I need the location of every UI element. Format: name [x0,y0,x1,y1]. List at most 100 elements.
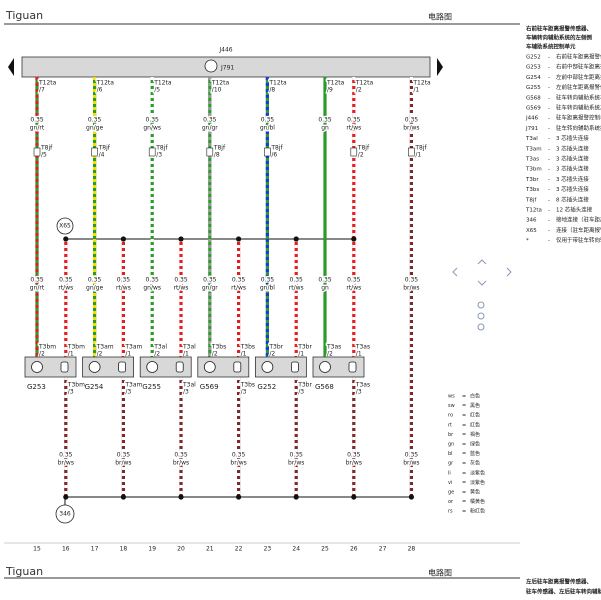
ground-connector: T3bm [67,382,85,389]
sensor-connector: T3al [153,344,167,351]
column-number: 18 [120,546,128,553]
pin-number: /8 [269,87,275,94]
panel-desc: 驻车转向辅助系统左前传感器 [556,104,601,112]
wire-code: gn/ge [86,285,103,292]
legend-eq: = [462,403,466,409]
wire-gauge: 0.35 [405,277,419,284]
panel-code: G253 [526,65,541,71]
sensor-plug [233,361,242,373]
header-doc-type: 电路图 [428,12,452,22]
sensor-plug [60,361,69,373]
panel-code: J791 [525,126,538,132]
connector: T8jf [213,145,226,152]
ground-label: 346 [59,511,71,518]
legend-eq: = [462,509,466,515]
sensor-pin: /2 [269,351,275,358]
ground-dot [351,494,357,500]
pin-connector: T12ta [38,80,57,87]
color-code: ws [448,394,455,400]
pin-connector: T12ta [211,80,230,87]
ground-connector: T3bs [240,382,255,389]
wire-gauge: 0.35 [203,277,217,284]
header-title: Tiguan [5,9,43,22]
column-number: 24 [292,546,300,553]
wire-code: rt/ws [346,285,361,292]
sensor-connector: T3bm [67,344,85,351]
color-name: 黄色 [470,489,480,496]
nav-left[interactable] [8,58,14,76]
nav-right[interactable] [437,58,443,76]
color-code: rs [448,509,453,515]
wire-code: br/ws [403,460,419,467]
wire-gauge: 0.35 [117,277,131,284]
footer-doc-type: 电路图 [428,568,452,578]
wire-gauge: 0.35 [347,277,361,284]
viewer-controls[interactable] [452,259,512,331]
connector-box [350,147,358,157]
connector-pin: /6 [271,152,277,159]
wire-gauge: 0.35 [146,117,160,124]
sensor-pin: /2 [39,351,45,358]
color-name: 淡紫色 [470,479,485,486]
connector: T8jf [357,145,370,152]
wire-code: gn/rt [30,125,45,132]
panel-dash: - [548,238,550,244]
sensor-symbol [31,361,43,373]
connector-box [148,147,156,157]
pin-connector: T12ta [412,80,431,87]
pin-number: /10 [212,87,222,94]
legend-eq: = [462,432,466,438]
sensor-plug [175,361,184,373]
junction-dot [293,236,299,242]
panel-code: * [526,238,529,244]
panel-dash: - [548,85,550,91]
sensor-connector: T3bm [38,344,56,351]
panel-heading: 车辆转向辅助系统的左侧倒 [526,34,593,42]
sensor-label: G252 [257,383,276,391]
wire-gauge: 0.35 [88,117,102,124]
panel-dash: - [548,116,550,122]
sensor-pin: /1 [241,351,247,358]
wire-code: br/ws [403,125,419,132]
pin-number: /5 [154,87,160,94]
connector-pin: /4 [99,152,105,159]
pin-number: /6 [97,87,103,94]
ground-connector: T3am [124,382,142,389]
color-name: 白色 [470,393,480,400]
panel-desc: 仅用于带驻车转向辅助系统 [556,236,601,244]
legend-eq: = [462,499,466,505]
panel-dash: - [548,126,550,132]
wire-code: br/ws [403,285,419,292]
panel-code: T3br [525,177,539,183]
ground-dot [178,494,184,500]
sensor-connector: T3al [182,344,196,351]
ground-pin: /3 [356,389,362,396]
wire-code: br/ws [288,460,304,467]
connector-pin: /1 [415,152,421,159]
color-name: 黑色 [470,402,480,409]
legend-eq: = [462,422,466,428]
panel-desc: 3 芯插头连接 [556,165,589,173]
color-name: 红色 [470,412,480,419]
panel-code: T8jf [525,197,537,203]
color-name: 淡紫色 [470,469,485,476]
wire-code: rt/ws [231,285,246,292]
wire-gauge: 0.35 [146,277,160,284]
junction-symbol [56,217,74,235]
panel-dash: - [548,75,550,81]
control-unit-sub: J791 [220,65,234,72]
column-number: 28 [408,546,416,553]
sensor-symbol [203,361,216,373]
sensor-connector: T3br [297,344,312,351]
sensor-pin: /2 [97,351,103,358]
wire-code: rt/ws [116,285,131,292]
connector-pin: /8 [214,152,220,159]
ground-dot [63,494,69,500]
sensor-pin: /1 [183,351,189,358]
panel-desc: 左前驻车距离报警传感器 [556,83,601,91]
column-number: 15 [33,546,41,553]
legend-eq: = [462,461,466,467]
connector: T8jf [414,145,427,152]
sensor-label: G568 [315,383,334,391]
sensor-connector: T3am [124,344,142,351]
